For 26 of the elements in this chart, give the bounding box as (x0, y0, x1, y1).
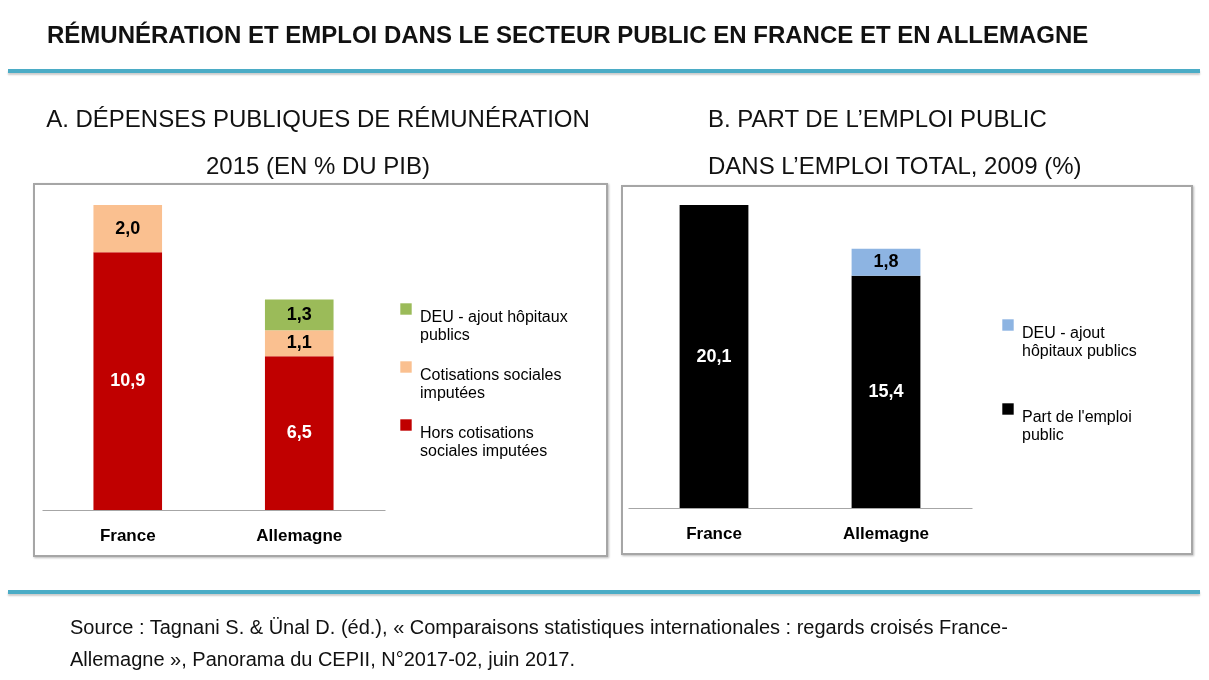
data-label: 15,4 (868, 380, 904, 401)
legend-label: Part de l'emploi public (1022, 408, 1132, 443)
data-label: 1,1 (286, 332, 312, 353)
x-tick-label: France (99, 525, 156, 545)
text: RÉMUNÉRATION ET EMPLOI DANS LE SECTEUR PUBLIC EN FRANCE ET EN ALLEMAGNE (47, 21, 1089, 49)
bar (264, 299, 334, 331)
x-tick-label: France (686, 523, 742, 543)
bar (264, 330, 334, 357)
legend-label: Cotisations sociales imputées (420, 366, 562, 401)
data-label: 6,5 (286, 422, 312, 443)
bar (93, 205, 163, 253)
chart-title: A. DÉPENSES PUBLIQUES DE RÉMUNÉRATION 2015 (EN % DU PIB) (45, 104, 591, 181)
data-label: 2,0 (115, 217, 141, 238)
data-label: 10,9 (110, 370, 146, 391)
data-label: 1,3 (286, 303, 312, 324)
bar (93, 252, 163, 510)
x-tick-label: Allemagne (256, 525, 343, 545)
legend-label: DEU - ajout hôpitaux publics (420, 308, 568, 343)
bar (264, 356, 334, 510)
x-tick-label: Allemagne (843, 523, 929, 543)
legend-label: DEU - ajout hôpitaux publics (1022, 324, 1137, 359)
data-label: 1,8 (873, 251, 899, 272)
data-label: 20,1 (696, 345, 732, 366)
legend-label: Hors cotisations sociales imputées (420, 424, 548, 459)
chart-title: B. PART DE L’EMPLOI PUBLIC DANS L’EMPLOI TOTAL, 2009 (%) (708, 104, 1083, 181)
source-note: Source : Tagnani S. & Ünal D. (éd.), « Comparaisons statistiques internationales : regards croisés France-Allemagne », Panorama du CEPII, N°2017-02, juin 2017. (70, 615, 1009, 672)
